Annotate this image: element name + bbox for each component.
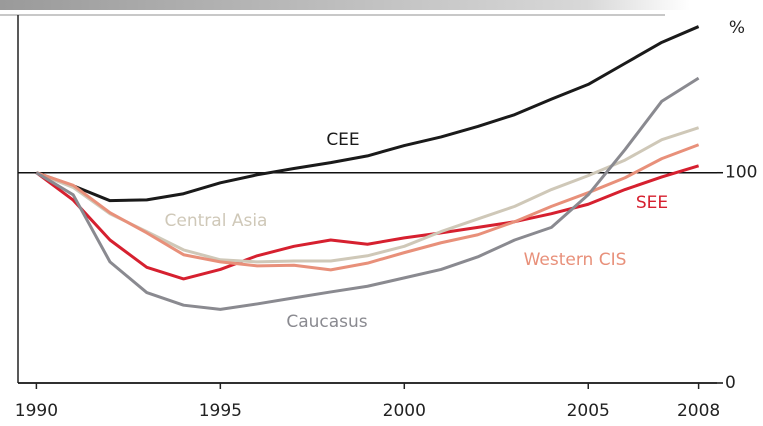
series-line xyxy=(35,76,700,311)
x-tick-label: 2008 xyxy=(677,401,720,421)
series-line xyxy=(35,25,700,203)
x-tick-label: 1995 xyxy=(199,401,242,421)
x-tick-label: 2005 xyxy=(567,401,610,421)
series-label: Western CIS xyxy=(524,250,627,270)
y-tick-label: 0 xyxy=(725,373,736,393)
x-tick-label: 2000 xyxy=(383,401,426,421)
y-tick-label: 100 xyxy=(725,163,757,183)
x-tick-label: 1990 xyxy=(15,401,58,421)
series-line xyxy=(35,164,700,281)
series-label: CEE xyxy=(326,130,359,150)
series-label: Caucasus xyxy=(286,312,367,332)
header-band xyxy=(0,0,690,10)
y-axis-label: % xyxy=(729,18,745,38)
series-line xyxy=(35,126,700,264)
series-label: Central Asia xyxy=(165,211,268,231)
series-label: SEE xyxy=(636,193,668,213)
